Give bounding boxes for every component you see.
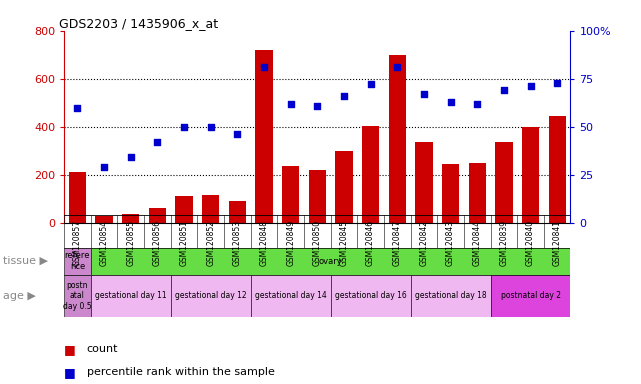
Point xyxy=(312,103,322,109)
Bar xyxy=(442,164,459,223)
Point xyxy=(365,81,376,88)
Text: ■: ■ xyxy=(64,366,76,379)
Bar xyxy=(415,142,433,223)
Text: GSM120855: GSM120855 xyxy=(126,220,135,266)
Point xyxy=(445,99,456,105)
Bar xyxy=(176,196,193,223)
Text: GSM120856: GSM120856 xyxy=(153,220,162,266)
Bar xyxy=(171,275,251,317)
Point xyxy=(72,104,83,111)
Text: GSM120853: GSM120853 xyxy=(233,220,242,266)
Text: count: count xyxy=(87,344,118,354)
Bar xyxy=(335,151,353,223)
Bar xyxy=(96,215,113,223)
Point xyxy=(419,91,429,97)
Point xyxy=(232,131,242,137)
Text: GSM120850: GSM120850 xyxy=(313,220,322,266)
Bar xyxy=(490,275,570,317)
Text: percentile rank within the sample: percentile rank within the sample xyxy=(87,367,274,377)
Bar xyxy=(91,275,171,317)
Point xyxy=(499,87,509,93)
Text: ovary: ovary xyxy=(319,257,342,266)
Point xyxy=(526,83,536,89)
Point xyxy=(392,64,403,70)
Text: tissue ▶: tissue ▶ xyxy=(3,256,48,266)
Bar xyxy=(411,275,490,317)
Bar xyxy=(469,163,486,223)
Text: GDS2203 / 1435906_x_at: GDS2203 / 1435906_x_at xyxy=(59,17,218,30)
Text: gestational day 11: gestational day 11 xyxy=(95,291,167,300)
Bar xyxy=(362,126,379,223)
Text: GSM120848: GSM120848 xyxy=(260,220,269,266)
Text: GSM120841: GSM120841 xyxy=(553,220,562,266)
Bar xyxy=(388,55,406,223)
Text: GSM120852: GSM120852 xyxy=(206,220,215,266)
Text: refere
nce: refere nce xyxy=(65,252,90,271)
Point xyxy=(99,164,109,170)
Bar xyxy=(331,275,411,317)
Text: gestational day 18: gestational day 18 xyxy=(415,291,487,300)
Text: postnatal day 2: postnatal day 2 xyxy=(501,291,560,300)
Point xyxy=(472,101,482,107)
Bar xyxy=(64,275,91,317)
Point xyxy=(179,124,189,130)
Bar xyxy=(255,50,272,223)
Text: ■: ■ xyxy=(64,343,76,356)
Point xyxy=(259,64,269,70)
Point xyxy=(206,124,216,130)
Text: GSM120857: GSM120857 xyxy=(73,220,82,266)
Bar xyxy=(495,142,513,223)
Bar xyxy=(308,170,326,223)
Text: postn
atal
day 0.5: postn atal day 0.5 xyxy=(63,281,92,311)
Text: GSM120843: GSM120843 xyxy=(446,220,455,266)
Text: gestational day 12: gestational day 12 xyxy=(175,291,247,300)
Text: GSM120849: GSM120849 xyxy=(286,220,295,266)
Bar xyxy=(522,127,539,223)
Point xyxy=(285,101,296,107)
Bar xyxy=(229,201,246,223)
Text: GSM120842: GSM120842 xyxy=(419,220,428,266)
Point xyxy=(126,154,136,161)
Point xyxy=(153,139,163,145)
Text: GSM120844: GSM120844 xyxy=(472,220,481,266)
Text: GSM120847: GSM120847 xyxy=(393,220,402,266)
Bar xyxy=(64,248,91,275)
Bar xyxy=(251,275,331,317)
Text: GSM120851: GSM120851 xyxy=(179,220,188,266)
Bar xyxy=(549,116,566,223)
Text: GSM120854: GSM120854 xyxy=(99,220,108,266)
Text: gestational day 14: gestational day 14 xyxy=(254,291,326,300)
Bar xyxy=(202,195,219,223)
Text: gestational day 16: gestational day 16 xyxy=(335,291,406,300)
Text: GSM120846: GSM120846 xyxy=(366,220,375,266)
Bar xyxy=(282,166,299,223)
Text: GSM120839: GSM120839 xyxy=(499,220,508,266)
Point xyxy=(552,79,562,86)
Text: age ▶: age ▶ xyxy=(3,291,36,301)
Text: GSM120845: GSM120845 xyxy=(340,220,349,266)
Bar xyxy=(149,208,166,223)
Point xyxy=(339,93,349,99)
Bar xyxy=(122,214,139,223)
Bar xyxy=(69,172,86,223)
Text: GSM120840: GSM120840 xyxy=(526,220,535,266)
